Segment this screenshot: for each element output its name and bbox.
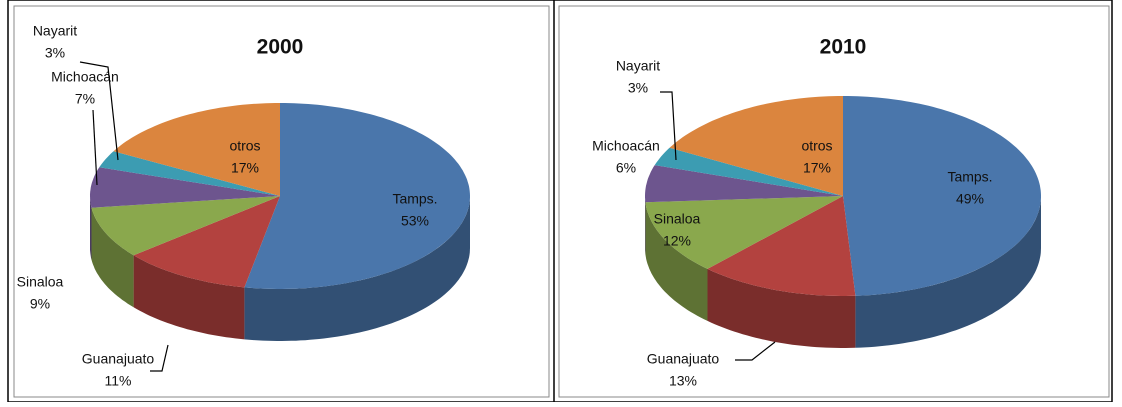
slice-label: Tamps. — [947, 169, 992, 185]
slice-label: Sinaloa — [654, 211, 701, 227]
slice-value-label: 3% — [628, 80, 648, 96]
slice-value-label: 49% — [956, 191, 984, 207]
slice-label: Sinaloa — [17, 274, 64, 290]
slice-label: Nayarit — [616, 58, 660, 74]
slice-value-label: 7% — [75, 91, 95, 107]
chart-title: 2000 — [257, 36, 304, 59]
slice-value-label: 9% — [30, 296, 50, 312]
slice-value-label: 53% — [401, 213, 429, 229]
slice-label: Michoacán — [592, 138, 660, 154]
slice-value-label: 3% — [45, 45, 65, 61]
slice-label: Tamps. — [392, 191, 437, 207]
slice-value-label: 12% — [663, 233, 691, 249]
slice-label: Guanajuato — [647, 351, 720, 367]
slice-label: Guanajuato — [82, 351, 155, 367]
slice-value-label: 13% — [669, 373, 697, 389]
slice-value-label: 11% — [105, 373, 132, 389]
slice-value-label: 6% — [616, 160, 636, 176]
slice-value-label: 17% — [803, 160, 831, 176]
slice-label: otros — [229, 138, 260, 154]
slice-label: Nayarit — [33, 23, 77, 39]
slice-label: otros — [801, 138, 832, 154]
slice-value-label: 17% — [231, 160, 259, 176]
chart-title: 2010 — [820, 36, 867, 59]
